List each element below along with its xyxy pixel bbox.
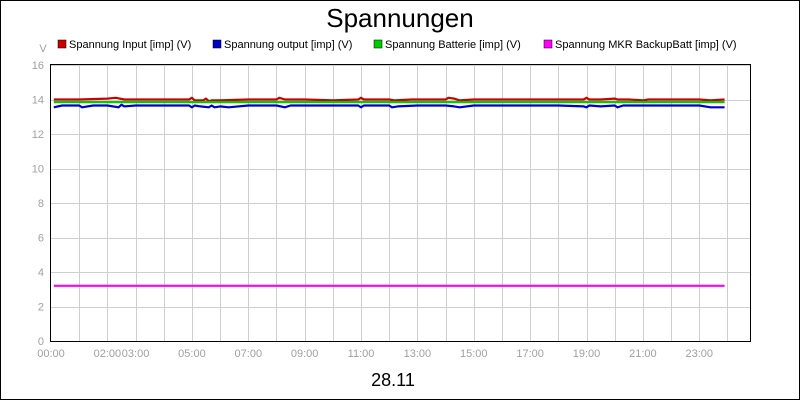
legend-item: Spannung MKR BackupBatt [imp] (V) (543, 39, 737, 51)
x-tick-label: 09:00 (291, 348, 319, 360)
x-axis-label: 28.11 (371, 370, 415, 390)
series-line-1 (53, 96, 725, 103)
legend-label: Spannung Input [imp] (V) (69, 39, 191, 51)
legend-item: Spannung Batterie [imp] (V) (373, 39, 521, 51)
legend-item: Spannung output [imp] (V) (212, 39, 352, 51)
y-tick-label: 14 (32, 95, 44, 107)
y-tick-label: 0 (38, 336, 44, 348)
x-tick-label: 13:00 (404, 348, 432, 360)
y-tick-label: 8 (38, 198, 44, 210)
x-tick-label: 11:00 (348, 348, 375, 360)
y-tick-label: 10 (32, 164, 44, 176)
legend-label: Spannung Batterie [imp] (V) (385, 39, 521, 51)
legend-item: Spannung Input [imp] (V) (57, 39, 191, 51)
grid (51, 65, 750, 342)
x-tick-label: 07:00 (235, 348, 263, 360)
y-tick-label: 12 (32, 129, 44, 141)
x-tick-label: 21:00 (629, 348, 657, 360)
y-tick-label: 16 (32, 60, 44, 72)
chart-title: Spannungen (326, 3, 473, 33)
legend-swatch (57, 39, 67, 49)
x-tick-label: 03:00 (122, 348, 150, 360)
y-tick-label: 4 (38, 267, 44, 279)
x-tick-label: 02:00 (94, 348, 122, 360)
x-tick-label: 00:00 (37, 348, 65, 360)
x-tick-label: 05:00 (178, 348, 206, 360)
legend-label: Spannung MKR BackupBatt [imp] (V) (555, 39, 737, 51)
series-line-2 (53, 103, 725, 109)
y-tick-label: 2 (38, 302, 44, 314)
y-axis-ticks: 0 2 4 6 8 10 12 14 16 (32, 60, 44, 348)
plot-area-border (50, 64, 751, 342)
series-group (53, 96, 725, 287)
x-tick-label: 23:00 (686, 348, 714, 360)
legend-swatch (543, 39, 553, 49)
x-tick-label: 15:00 (460, 348, 488, 360)
y-axis-label: V (39, 43, 47, 55)
x-tick-label: 19:00 (573, 348, 601, 360)
x-tick-label: 17:00 (516, 348, 544, 360)
legend-label: Spannung output [imp] (V) (224, 39, 352, 51)
y-tick-label: 6 (38, 233, 44, 245)
legend-swatch (373, 39, 383, 49)
legend: Spannung Input [imp] (V) Spannung output … (57, 39, 737, 51)
x-axis-ticks: 00:00 02:00 03:00 05:00 07:00 09:00 11:00 13:00… (37, 348, 713, 360)
legend-swatch (212, 39, 222, 49)
